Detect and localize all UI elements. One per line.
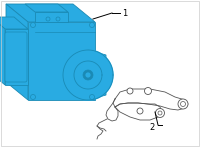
Polygon shape (5, 29, 28, 85)
Circle shape (90, 22, 95, 27)
Circle shape (46, 17, 50, 21)
Circle shape (158, 111, 162, 115)
Circle shape (30, 95, 36, 100)
Polygon shape (0, 17, 5, 85)
Polygon shape (74, 61, 102, 89)
Polygon shape (6, 4, 28, 100)
Polygon shape (25, 4, 68, 12)
Circle shape (156, 108, 164, 117)
Polygon shape (63, 50, 113, 100)
Polygon shape (88, 50, 106, 100)
Circle shape (85, 72, 91, 78)
Circle shape (137, 108, 143, 114)
Polygon shape (115, 103, 162, 120)
Circle shape (180, 101, 186, 106)
Polygon shape (6, 4, 95, 22)
FancyBboxPatch shape (5, 32, 27, 82)
Circle shape (83, 70, 93, 80)
Polygon shape (35, 12, 68, 22)
Polygon shape (113, 89, 188, 110)
Circle shape (144, 87, 152, 95)
Polygon shape (28, 22, 95, 100)
Circle shape (30, 22, 36, 27)
Text: 1: 1 (122, 9, 127, 17)
Text: 2: 2 (149, 123, 155, 132)
Circle shape (56, 17, 60, 21)
Circle shape (127, 88, 133, 94)
Polygon shape (0, 17, 28, 29)
Polygon shape (106, 99, 118, 121)
Circle shape (90, 95, 95, 100)
Circle shape (178, 99, 188, 109)
